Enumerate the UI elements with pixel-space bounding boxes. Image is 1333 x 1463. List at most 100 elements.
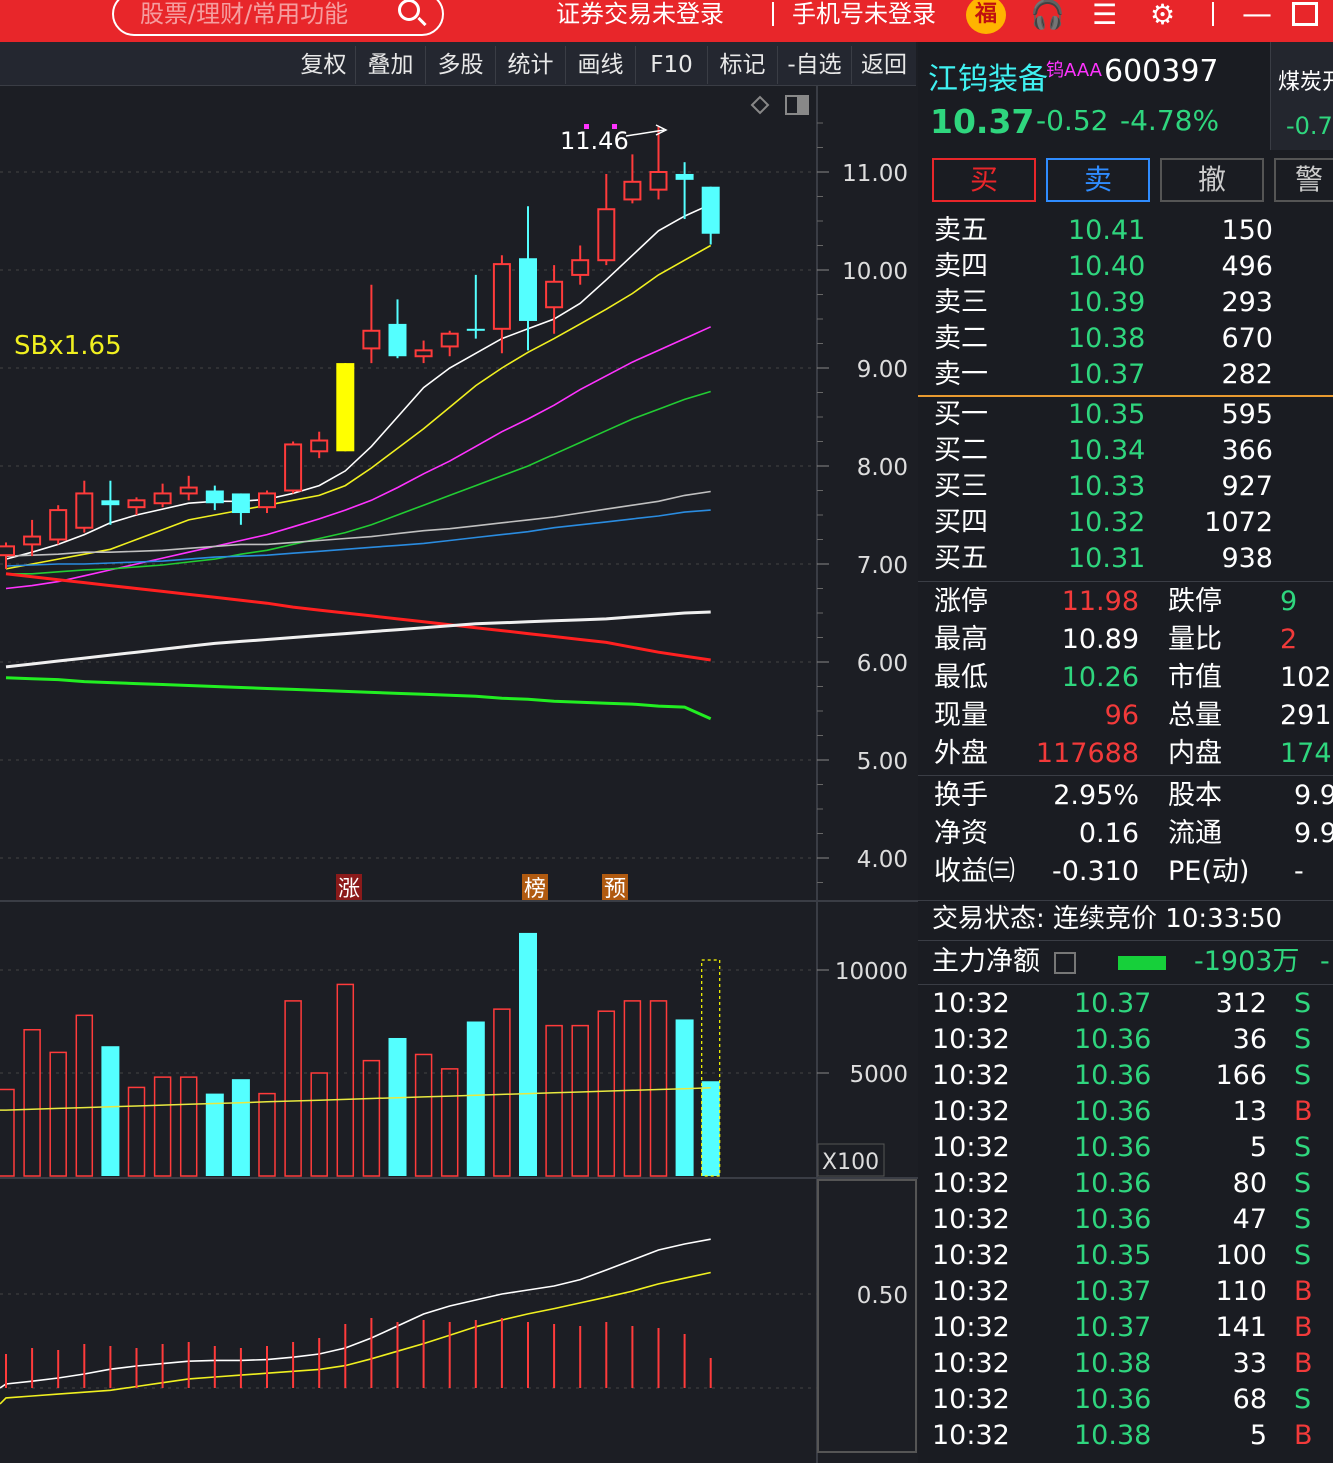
diamond-icon[interactable] [750, 95, 770, 115]
volume-unit: X100 [822, 1150, 879, 1175]
volume-bar [127, 1086, 146, 1177]
limit-up-mark-text: 涨 [338, 877, 360, 902]
order-book-row[interactable]: 卖四 10.40 496 [918, 249, 1333, 285]
tick-side: B [1294, 1312, 1313, 1343]
limit-up-mark[interactable] [336, 874, 362, 900]
tick-price: 10.36 [1074, 1060, 1152, 1091]
candle-body [205, 490, 224, 504]
toolbar-statistics[interactable]: 统计 [496, 46, 566, 84]
list-icon[interactable]: ☰ [1092, 0, 1118, 31]
toolbar-multi-stock[interactable]: 多股 [426, 46, 496, 84]
tick-time: 10:32 [932, 1384, 1010, 1415]
order-book-row[interactable]: 卖一 10.37 282 [918, 357, 1333, 393]
tick-row: 10:32 10.36 36 S [918, 1022, 1333, 1058]
tick-price: 10.36 [1074, 1384, 1152, 1415]
ma-line [5, 572, 711, 662]
quote-panel: 江钨装备 钨AAA 600397 10.37 -0.52 -4.78% 煤炭开 … [918, 42, 1333, 1463]
tick-side: B [1294, 1348, 1313, 1379]
cancel-order-button[interactable]: 撤 [1160, 158, 1264, 202]
toolbar-f10[interactable]: F10 [636, 46, 708, 84]
fund-value: 9.9 [1294, 818, 1333, 849]
order-book-row[interactable]: 买二 10.34 366 [918, 433, 1333, 469]
sector-box[interactable] [1270, 42, 1333, 150]
tick-price: 10.37 [1074, 988, 1152, 1019]
current-price: 10.37 [930, 102, 1035, 141]
separator [1212, 2, 1214, 26]
tick-volume: 13 [1232, 1096, 1267, 1127]
main-flow-label: 主力净额 [932, 946, 1040, 977]
search-placeholder: 股票/理财/常用功能 [140, 0, 349, 28]
order-volume: 282 [1221, 359, 1273, 390]
stock-tag: 钨AAA [1046, 60, 1102, 81]
tick-price: 10.36 [1074, 1132, 1152, 1163]
fund-label: 流通 [1168, 818, 1222, 849]
alert-button[interactable]: 警 [1274, 158, 1333, 202]
headset-icon[interactable]: 🎧 [1030, 0, 1065, 31]
order-price: 10.34 [1068, 435, 1146, 466]
search-input[interactable]: 股票/理财/常用功能 [112, 0, 444, 36]
toolbar-back[interactable]: 返回 [861, 52, 907, 78]
order-level-label: 买二 [934, 435, 988, 466]
toolbar-mark[interactable]: 标记 [708, 46, 778, 84]
ranking-mark[interactable] [522, 874, 548, 900]
candle-body [179, 486, 198, 495]
minimize-icon[interactable]: — [1242, 0, 1272, 32]
sell-button[interactable]: 卖 [1046, 158, 1150, 202]
volume-bar [23, 1028, 41, 1177]
maximize-icon[interactable] [1292, 2, 1318, 26]
flow-detail-icon[interactable] [1054, 952, 1076, 974]
toolbar-remove-watchlist[interactable]: -自选 [778, 46, 852, 84]
order-level-label: 买五 [934, 543, 988, 574]
fundamental-row: 换手 2.95% 股本 9.9 [918, 777, 1333, 815]
order-level-label: 卖一 [934, 359, 988, 390]
chart-grid [0, 86, 918, 1463]
order-book-row[interactable]: 卖五 10.41 150 [918, 213, 1333, 249]
candle-body [545, 280, 564, 309]
stat-label: 市值 [1168, 662, 1222, 693]
candle-body [492, 263, 511, 330]
tick-time: 10:32 [932, 1060, 1010, 1091]
divider [918, 940, 1333, 941]
order-book-row[interactable]: 买三 10.33 927 [918, 469, 1333, 505]
ma-line [6, 390, 711, 575]
search-icon[interactable] [398, 0, 420, 21]
tick-side: S [1294, 1132, 1312, 1163]
order-book-row[interactable]: 买五 10.31 938 [918, 541, 1333, 577]
order-volume: 938 [1221, 543, 1273, 574]
divider [918, 900, 1333, 901]
phone-login-status[interactable]: 手机号未登录 [792, 0, 936, 28]
volume-bar [440, 1068, 459, 1177]
stat-label: 总量 [1168, 700, 1222, 731]
order-book-row[interactable]: 买四 10.32 1072 [918, 505, 1333, 541]
order-book-row[interactable]: 买一 10.35 595 [918, 397, 1333, 433]
toolbar-draw-line[interactable]: 画线 [566, 46, 636, 84]
stock-code: 600397 [1104, 54, 1219, 89]
buy-button[interactable]: 买 [932, 158, 1036, 202]
indicator-tick-label: 0.50 [857, 1283, 908, 1309]
stat-label: 现量 [934, 700, 988, 731]
sector-change: -0.7 [1286, 112, 1333, 140]
toolbar-overlay[interactable]: 叠加 [356, 46, 426, 84]
order-level-label: 买三 [934, 471, 988, 502]
tick-row: 10:32 10.37 141 B [918, 1310, 1333, 1346]
candle-body [675, 173, 694, 180]
candle-body [701, 186, 720, 234]
order-book-row[interactable]: 卖三 10.39 293 [918, 285, 1333, 321]
tick-price: 10.36 [1074, 1204, 1152, 1235]
toolbar-restore-rights[interactable]: 复权 [292, 46, 356, 84]
trade-login-status[interactable]: 证券交易未登录 [556, 0, 724, 28]
stat-value: 117688 [1035, 738, 1139, 769]
stat-value: 2 [1280, 624, 1298, 655]
order-book-row[interactable]: 卖二 10.38 670 [918, 321, 1333, 357]
volume-tick-label: 5000 [849, 1062, 908, 1088]
kline-chart[interactable]: 10000 5000 0.50 11.00 10.00 9.00 8.00 7.00 6.0… [0, 86, 918, 1463]
order-book-divider [918, 395, 1333, 397]
stat-label: 跌停 [1168, 586, 1222, 617]
tick-side: B [1294, 1096, 1313, 1127]
forecast-mark[interactable] [602, 874, 628, 900]
gear-icon[interactable]: ⚙ [1150, 0, 1176, 31]
stat-row: 最低 10.26 市值 102. [918, 659, 1333, 697]
fundamental-row: 净资 0.16 流通 9.9 [918, 815, 1333, 853]
coin-icon[interactable]: 福 [966, 0, 1006, 34]
candle-body [623, 180, 642, 201]
